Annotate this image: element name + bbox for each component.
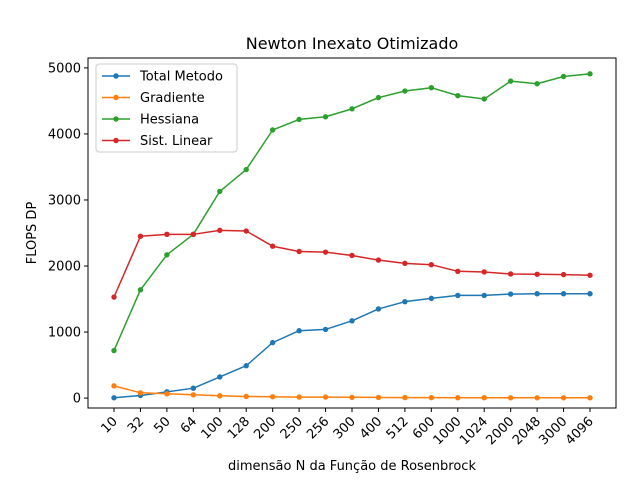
data-point-sist-linear — [137, 233, 144, 240]
data-point-sist-linear — [111, 294, 117, 300]
data-point-hessiana — [428, 85, 435, 91]
chart-title: Newton Inexato Otimizado — [246, 34, 459, 53]
legend-label-sist-linear: Sist. Linear — [140, 134, 213, 149]
data-point-hessiana — [322, 114, 329, 120]
data-point-sist-linear — [587, 272, 593, 278]
data-point-sist-linear — [322, 249, 329, 255]
data-point-gradiente — [296, 394, 302, 400]
data-point-sist-linear — [217, 227, 223, 234]
data-point-gradiente — [164, 391, 170, 397]
data-point-sist-linear — [428, 261, 435, 268]
data-point-gradiente — [560, 395, 567, 401]
data-point-gradiente — [507, 395, 514, 401]
data-point-hessiana — [217, 188, 223, 195]
legend-label-hessiana: Hessiana — [140, 113, 199, 128]
data-point-sist-linear — [269, 243, 276, 249]
data-point-sist-linear — [349, 252, 355, 259]
data-point-gradiente — [322, 394, 329, 400]
x-axis-label: dimensão N da Função de Rosenbrock — [228, 459, 476, 474]
data-point-gradiente — [402, 394, 408, 401]
data-point-gradiente — [455, 394, 461, 401]
legend-label-gradiente: Gradiente — [140, 91, 205, 106]
data-point-gradiente — [587, 395, 593, 401]
data-point-total-metodo — [217, 374, 223, 380]
data-point-gradiente — [428, 394, 435, 401]
legend-marker-gradiente — [113, 94, 119, 101]
data-point-hessiana — [296, 116, 302, 123]
data-point-hessiana — [349, 106, 355, 112]
data-point-sist-linear — [455, 268, 461, 275]
data-point-sist-linear — [481, 269, 487, 275]
data-point-total-metodo — [322, 326, 329, 333]
data-point-gradiente — [349, 394, 355, 401]
data-point-total-metodo — [481, 292, 487, 299]
data-point-total-metodo — [296, 328, 302, 334]
data-point-sist-linear — [534, 271, 540, 277]
y-tick-label: 0 — [73, 392, 81, 407]
data-point-hessiana — [111, 347, 117, 354]
data-point-total-metodo — [190, 385, 197, 391]
legend-label-total-metodo: Total Metodo — [139, 70, 223, 85]
data-point-hessiana — [534, 81, 540, 87]
data-point-hessiana — [481, 96, 487, 102]
data-point-gradiente — [243, 393, 249, 400]
data-point-sist-linear — [164, 231, 170, 238]
y-tick-label: 4000 — [48, 127, 81, 142]
data-point-gradiente — [481, 394, 487, 401]
data-point-total-metodo — [534, 291, 540, 297]
data-point-hessiana — [137, 287, 144, 293]
data-point-gradiente — [269, 394, 276, 400]
data-point-sist-linear — [375, 257, 382, 263]
legend-marker-hessiana — [113, 116, 119, 122]
data-point-total-metodo — [428, 295, 435, 302]
data-point-hessiana — [587, 71, 593, 77]
data-point-total-metodo — [402, 298, 408, 305]
data-point-hessiana — [243, 166, 249, 173]
legend-marker-sist-linear — [113, 137, 119, 144]
data-point-total-metodo — [269, 339, 276, 346]
y-tick-label: 3000 — [48, 193, 81, 208]
data-point-sist-linear — [296, 248, 302, 255]
plot-frame — [87, 57, 617, 409]
data-point-hessiana — [507, 78, 514, 84]
legend-marker-total-metodo — [113, 73, 119, 79]
data-point-total-metodo — [587, 291, 593, 297]
data-point-total-metodo — [455, 292, 461, 299]
data-point-hessiana — [269, 127, 276, 133]
data-point-hessiana — [455, 92, 461, 99]
data-point-total-metodo — [111, 395, 117, 401]
data-point-hessiana — [402, 88, 408, 94]
data-point-gradiente — [111, 383, 117, 389]
data-point-gradiente — [217, 393, 223, 399]
data-point-total-metodo — [243, 363, 249, 369]
data-point-total-metodo — [375, 306, 382, 312]
data-point-hessiana — [560, 73, 567, 80]
y-tick-label: 2000 — [48, 260, 81, 275]
data-point-total-metodo — [560, 291, 567, 297]
data-point-total-metodo — [507, 291, 514, 297]
legend-box — [95, 63, 238, 153]
data-point-sist-linear — [560, 271, 567, 278]
data-point-sist-linear — [402, 260, 408, 267]
data-point-gradiente — [375, 394, 382, 401]
data-point-gradiente — [534, 395, 540, 401]
data-point-gradiente — [190, 392, 197, 398]
data-point-hessiana — [164, 252, 170, 258]
data-point-gradiente — [137, 390, 144, 396]
data-point-hessiana — [375, 94, 382, 101]
y-tick-label: 1000 — [48, 326, 81, 341]
data-point-sist-linear — [243, 228, 249, 234]
data-point-total-metodo — [349, 318, 355, 324]
data-point-sist-linear — [190, 231, 197, 238]
data-point-sist-linear — [507, 271, 514, 277]
y-axis-label: FLOPS DP — [25, 202, 40, 265]
y-tick-label: 5000 — [48, 61, 81, 76]
